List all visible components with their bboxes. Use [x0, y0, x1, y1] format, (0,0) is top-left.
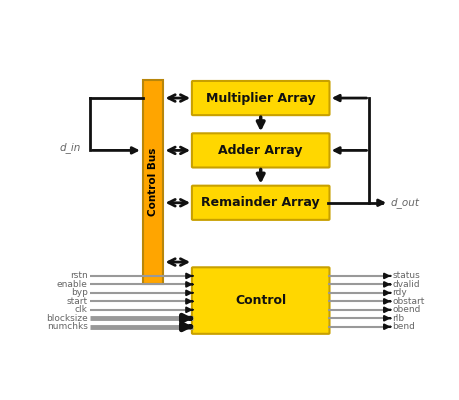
Text: bend: bend [392, 322, 414, 331]
Bar [143, 80, 162, 284]
Text: d_in: d_in [59, 142, 80, 153]
FancyBboxPatch shape [191, 267, 329, 334]
Text: obstart: obstart [392, 297, 424, 306]
Text: clk: clk [75, 305, 88, 314]
Text: rstn: rstn [70, 272, 88, 280]
Text: Control: Control [235, 294, 285, 307]
Text: numchks: numchks [47, 322, 88, 331]
FancyBboxPatch shape [191, 133, 329, 168]
FancyBboxPatch shape [191, 81, 329, 115]
Text: blocksize: blocksize [46, 314, 88, 323]
Text: rdy: rdy [392, 288, 407, 297]
Text: enable: enable [57, 280, 88, 289]
Text: rlb: rlb [392, 314, 404, 323]
Text: status: status [392, 272, 420, 280]
Text: Adder Array: Adder Array [218, 144, 302, 157]
Text: Remainder Array: Remainder Array [201, 196, 319, 209]
Text: dvalid: dvalid [392, 280, 420, 289]
Text: start: start [67, 297, 88, 306]
Text: d_out: d_out [389, 197, 418, 208]
FancyBboxPatch shape [191, 186, 329, 220]
Text: obend: obend [392, 305, 420, 314]
Text: Control Bus: Control Bus [147, 148, 157, 216]
Text: byp: byp [71, 288, 88, 297]
Text: Multiplier Array: Multiplier Array [206, 92, 315, 104]
